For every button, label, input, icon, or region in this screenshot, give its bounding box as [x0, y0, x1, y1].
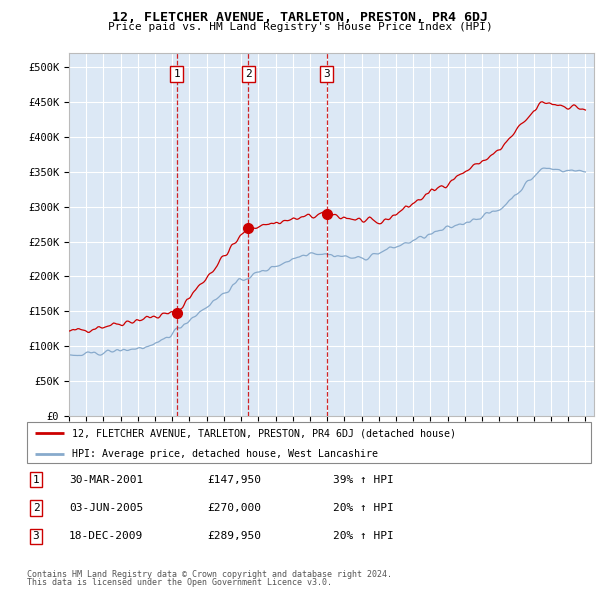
Text: 03-JUN-2005: 03-JUN-2005: [69, 503, 143, 513]
Text: 18-DEC-2009: 18-DEC-2009: [69, 532, 143, 541]
Text: 3: 3: [32, 532, 40, 541]
Text: 20% ↑ HPI: 20% ↑ HPI: [333, 503, 394, 513]
Text: 12, FLETCHER AVENUE, TARLETON, PRESTON, PR4 6DJ: 12, FLETCHER AVENUE, TARLETON, PRESTON, …: [112, 11, 488, 24]
Text: 1: 1: [32, 475, 40, 484]
FancyBboxPatch shape: [27, 422, 591, 463]
Text: 2: 2: [245, 69, 252, 79]
Text: HPI: Average price, detached house, West Lancashire: HPI: Average price, detached house, West…: [72, 449, 378, 459]
Text: Contains HM Land Registry data © Crown copyright and database right 2024.: Contains HM Land Registry data © Crown c…: [27, 570, 392, 579]
Text: 20% ↑ HPI: 20% ↑ HPI: [333, 532, 394, 541]
Text: 3: 3: [323, 69, 330, 79]
Text: Price paid vs. HM Land Registry's House Price Index (HPI): Price paid vs. HM Land Registry's House …: [107, 22, 493, 32]
Text: 1: 1: [173, 69, 180, 79]
Text: £289,950: £289,950: [207, 532, 261, 541]
Text: 30-MAR-2001: 30-MAR-2001: [69, 475, 143, 484]
Text: 39% ↑ HPI: 39% ↑ HPI: [333, 475, 394, 484]
Text: £147,950: £147,950: [207, 475, 261, 484]
Text: £270,000: £270,000: [207, 503, 261, 513]
Text: 12, FLETCHER AVENUE, TARLETON, PRESTON, PR4 6DJ (detached house): 12, FLETCHER AVENUE, TARLETON, PRESTON, …: [72, 428, 456, 438]
Text: 2: 2: [32, 503, 40, 513]
Text: This data is licensed under the Open Government Licence v3.0.: This data is licensed under the Open Gov…: [27, 578, 332, 587]
